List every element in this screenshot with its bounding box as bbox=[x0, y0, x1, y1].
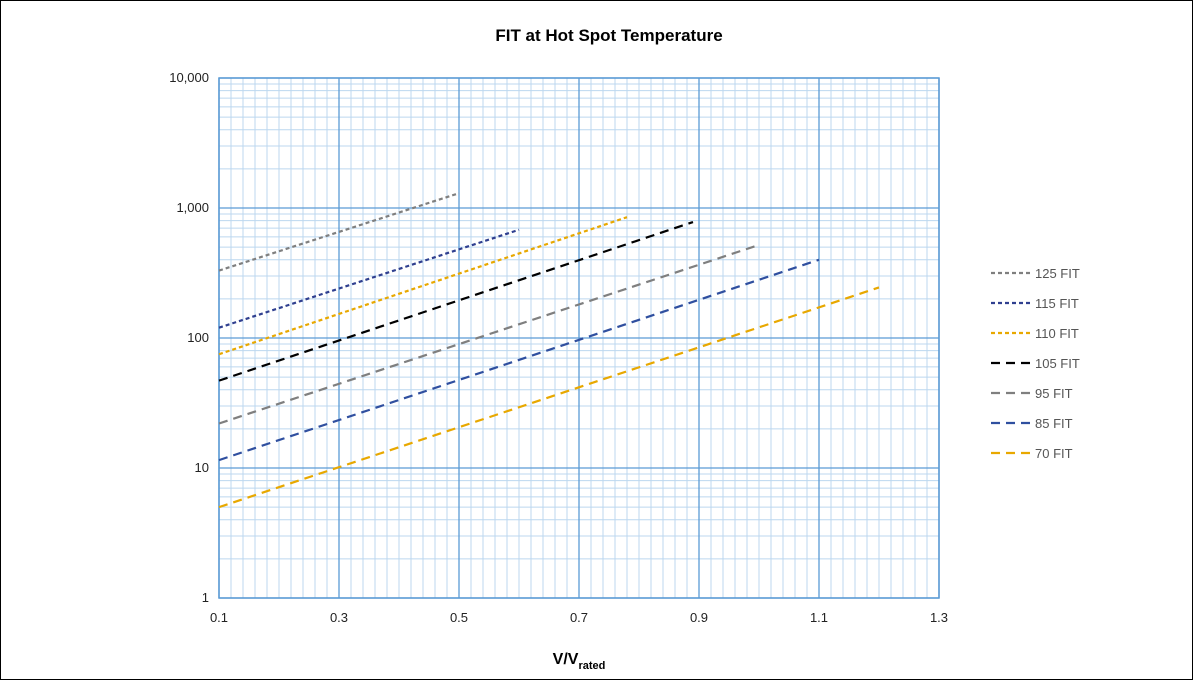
legend-label: 85 FIT bbox=[1035, 416, 1073, 431]
series-line-70-fit bbox=[218, 286, 880, 509]
y-axis-tick-labels: 1 10 100 1,000 10,000 bbox=[169, 70, 209, 605]
legend-label: 95 FIT bbox=[1035, 386, 1073, 401]
legend-label: 115 FIT bbox=[1035, 296, 1079, 311]
plot-area-border bbox=[218, 77, 940, 599]
x-tick-label: 0.1 bbox=[210, 610, 228, 625]
y-tick-label: 10 bbox=[195, 460, 209, 475]
series-line-105-fit bbox=[218, 220, 694, 382]
y-tick-label: 1,000 bbox=[176, 200, 209, 215]
legend-label: 110 FIT bbox=[1035, 326, 1079, 341]
series-line-125-fit bbox=[218, 192, 460, 272]
x-tick-label: 0.3 bbox=[330, 610, 348, 625]
x-axis-label-main: V/V bbox=[553, 651, 579, 668]
x-tick-label: 1.3 bbox=[930, 610, 948, 625]
x-tick-label: 0.7 bbox=[570, 610, 588, 625]
chart-title: FIT at Hot Spot Temperature bbox=[495, 26, 722, 45]
legend: 125 FIT 115 FIT 110 FIT 105 FIT 95 FIT 85 FIT… bbox=[991, 266, 1080, 461]
x-axis-label-subscript: rated bbox=[578, 660, 605, 672]
legend-label: 105 FIT bbox=[1035, 356, 1080, 371]
series-line-95-fit bbox=[218, 243, 760, 425]
series-line-115-fit bbox=[218, 228, 520, 329]
series-lines bbox=[218, 192, 880, 509]
x-tick-label: 0.9 bbox=[690, 610, 708, 625]
series-line-110-fit bbox=[218, 216, 628, 356]
x-axis-tick-labels: 0.1 0.3 0.5 0.7 0.9 1.1 1.3 bbox=[210, 610, 948, 625]
x-tick-label: 1.1 bbox=[810, 610, 828, 625]
y-tick-label: 1 bbox=[202, 590, 209, 605]
x-axis-label: V/Vrated bbox=[553, 651, 606, 672]
legend-label: 70 FIT bbox=[1035, 446, 1073, 461]
legend-label: 125 FIT bbox=[1035, 266, 1080, 281]
y-tick-label: 100 bbox=[187, 330, 209, 345]
y-tick-label: 10,000 bbox=[169, 70, 209, 85]
x-tick-label: 0.5 bbox=[450, 610, 468, 625]
series-line-85-fit bbox=[218, 258, 820, 462]
